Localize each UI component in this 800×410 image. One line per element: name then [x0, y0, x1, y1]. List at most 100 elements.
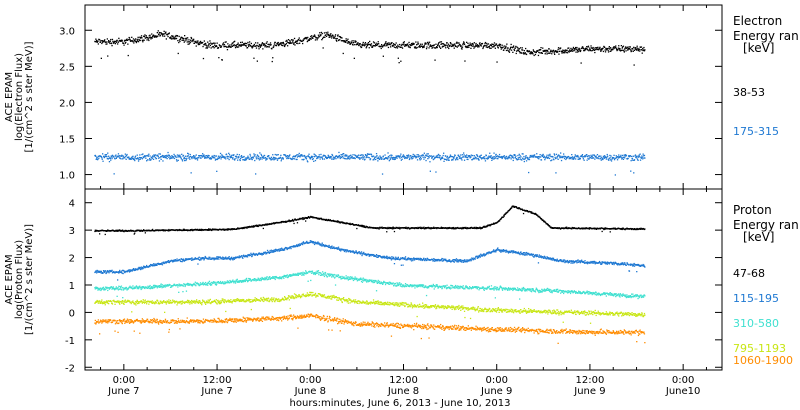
data-point: [584, 49, 586, 52]
data-point: [530, 211, 532, 213]
data-point: [119, 229, 121, 231]
data-point: [259, 253, 261, 255]
data-point: [500, 156, 502, 159]
data-point: [462, 226, 464, 229]
data-point: [631, 155, 633, 158]
data-point: [201, 156, 203, 158]
data-point: [637, 50, 640, 52]
data-point: [209, 229, 211, 231]
data-point: [620, 228, 622, 230]
data-point: [562, 49, 564, 51]
data-point: [318, 217, 320, 219]
data-point: [142, 230, 144, 232]
data-point: [259, 45, 261, 47]
data-point: [205, 44, 208, 46]
data-point: [131, 157, 134, 160]
data-point: [123, 270, 125, 272]
data-point: [419, 258, 421, 260]
data-point: [483, 225, 485, 227]
data-point: [227, 46, 229, 48]
data-point: [636, 47, 639, 49]
data-point: [98, 270, 100, 272]
data-point: [103, 155, 105, 157]
data-point: [161, 154, 164, 157]
data-point: [496, 45, 499, 47]
data-point: [553, 52, 555, 54]
data-point: [477, 255, 479, 257]
data-point: [607, 51, 610, 53]
data-point: [196, 229, 198, 231]
data-point: [591, 50, 593, 52]
data-point: [413, 154, 416, 156]
data-point: [523, 53, 525, 55]
data-point: [589, 49, 592, 52]
data-point: [362, 154, 364, 156]
data-point: [333, 158, 335, 160]
data-point: [514, 157, 516, 159]
data-point: [269, 43, 271, 46]
data-point: [419, 159, 421, 161]
data-point: [620, 156, 622, 158]
data-point: [355, 41, 357, 43]
data-point: [542, 47, 544, 49]
data-point: [295, 158, 297, 161]
data-point: [484, 41, 487, 44]
data-point: [152, 158, 155, 160]
data-point: [167, 260, 169, 263]
data-point: [218, 157, 220, 160]
data-point: [575, 51, 577, 53]
data-point: [624, 47, 626, 49]
data-point: [402, 258, 405, 260]
data-point: [510, 155, 513, 157]
data-point: [430, 155, 432, 157]
data-point: [494, 44, 496, 47]
data-point: [547, 223, 549, 226]
data-point: [428, 47, 430, 49]
data-point: [103, 39, 105, 42]
data-point: [427, 41, 429, 43]
data-point: [139, 154, 141, 156]
data-point: [446, 159, 448, 161]
data-point: [217, 157, 219, 159]
data-point: [267, 155, 269, 158]
data-point: [257, 42, 259, 44]
data-point: [129, 39, 131, 41]
data-point: [384, 158, 386, 160]
data-point: [612, 47, 614, 49]
data-point: [452, 260, 455, 263]
data-point: [159, 34, 161, 36]
data-point: [540, 159, 543, 161]
data-point: [232, 154, 235, 157]
data-point: [380, 47, 382, 50]
data-point: [588, 158, 590, 160]
data-point: [182, 39, 185, 41]
data-point: [148, 35, 150, 37]
data-point: [346, 39, 348, 42]
data-point: [95, 40, 97, 43]
data-point: [507, 252, 510, 254]
data-point: [255, 42, 257, 44]
data-point: [235, 155, 237, 157]
data-point: [516, 49, 519, 51]
data-point: [290, 42, 292, 44]
data-point: [125, 155, 127, 157]
data-point: [388, 256, 390, 259]
data-point: [239, 256, 241, 259]
data-point: [334, 35, 336, 37]
data-point: [548, 225, 551, 227]
data-point: [353, 157, 355, 159]
data-point: [595, 48, 597, 50]
data-point: [565, 226, 567, 229]
data-point: [312, 241, 314, 243]
data-point: [222, 43, 224, 45]
data-point: [108, 161, 111, 163]
data-point: [592, 154, 594, 156]
data-point: [505, 155, 508, 158]
data-point: [630, 170, 632, 172]
data-point: [516, 158, 518, 160]
data-point: [403, 155, 405, 157]
data-point: [105, 43, 107, 45]
data-point: [443, 160, 445, 162]
data-point: [506, 47, 508, 49]
